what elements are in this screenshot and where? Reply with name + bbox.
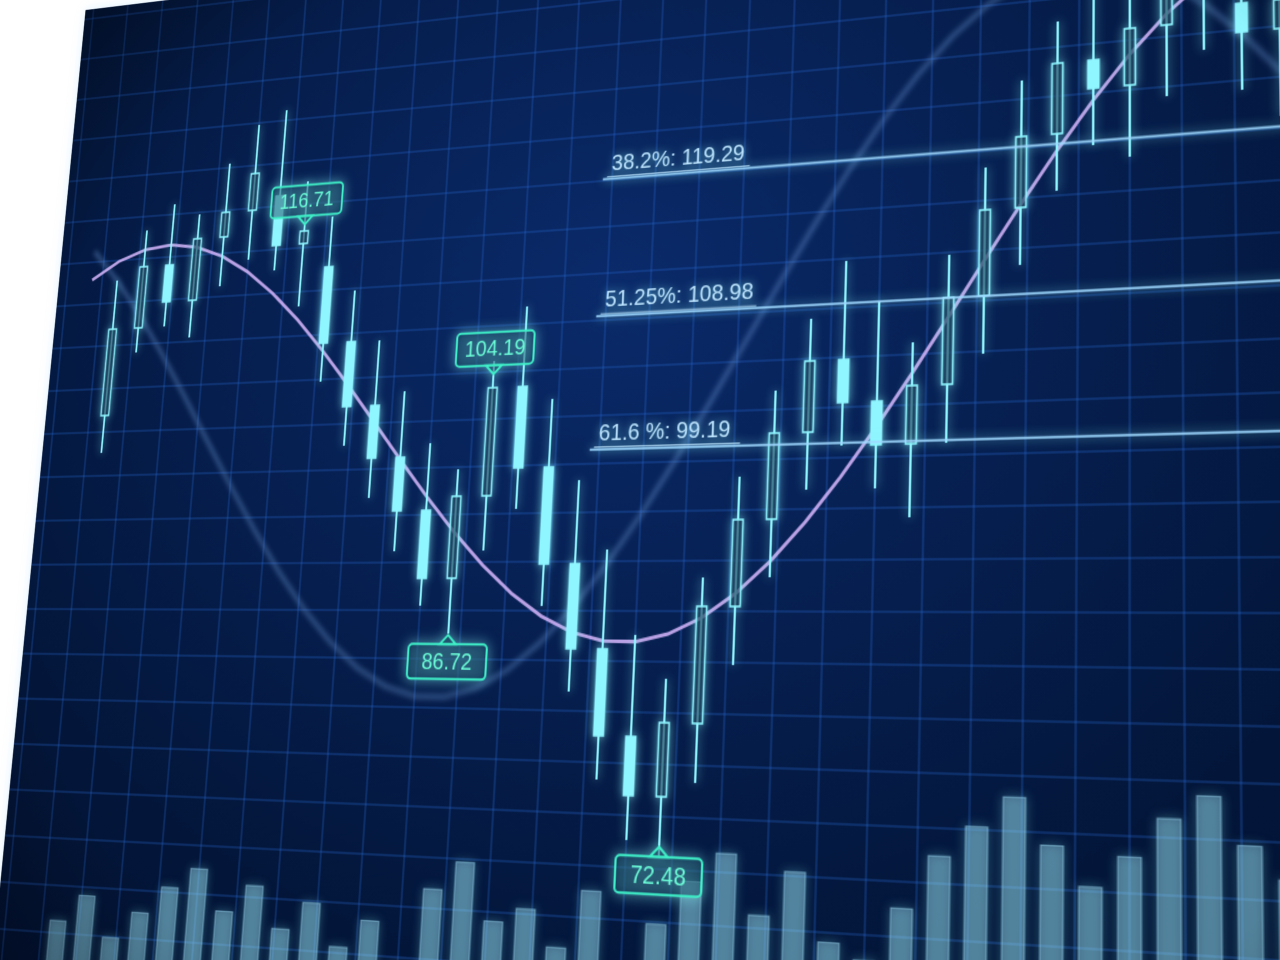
candle-body: [1088, 59, 1099, 88]
volume-bar: [1000, 797, 1026, 960]
candle-body: [220, 212, 230, 237]
candle-wick: [1203, 0, 1204, 50]
candle-body: [837, 359, 848, 402]
candle-body: [942, 297, 954, 384]
chart-stage: 38.2%: 119.2951.25%: 108.9861.6 %: 99.19…: [0, 0, 1280, 960]
price-callout-value: 86.72: [421, 648, 473, 674]
volume-bar: [744, 915, 769, 960]
candle-body: [979, 210, 991, 296]
volume-bar: [1078, 886, 1102, 960]
candle-body: [1124, 28, 1135, 86]
volume-bar: [1197, 796, 1223, 960]
candle-body: [803, 361, 815, 432]
volume-bar: [815, 942, 840, 960]
volume-bar: [1157, 818, 1182, 960]
volume-bar: [962, 826, 988, 960]
price-callout-value: 72.48: [630, 860, 687, 891]
candle-body: [1274, 0, 1280, 29]
price-callout-value: 116.71: [279, 186, 335, 213]
price-callout-value: 104.19: [464, 334, 526, 361]
candle-body: [656, 723, 669, 797]
candle-body: [871, 401, 882, 445]
volume-bar: [1238, 846, 1265, 960]
candle-body: [299, 231, 308, 244]
volume-bar: [924, 856, 950, 960]
candle-body: [730, 520, 743, 607]
volume-bar: [887, 908, 912, 960]
candle-body: [1161, 0, 1172, 25]
candle-body: [1236, 3, 1248, 33]
fibonacci-label: 61.6 %: 99.19: [598, 416, 731, 446]
candle-body: [906, 385, 918, 444]
candle-body: [623, 736, 635, 795]
volume-bar: [1039, 845, 1064, 960]
candlestick-chart: 38.2%: 119.2951.25%: 108.9861.6 %: 99.19…: [0, 0, 1280, 960]
volume-bar: [1117, 856, 1141, 960]
candle-body: [1052, 63, 1063, 134]
